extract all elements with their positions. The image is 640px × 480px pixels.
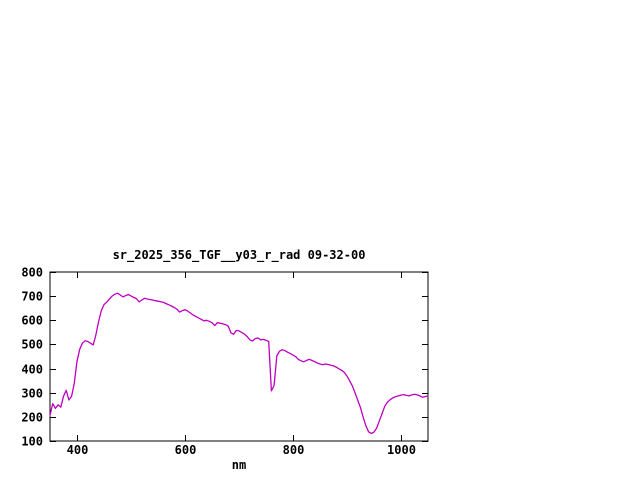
y-tick-label: 500 (21, 338, 43, 352)
x-tick-label: 600 (175, 443, 197, 457)
plot-border (49, 271, 429, 442)
x-tick-label: 1000 (387, 443, 416, 457)
y-tick-label: 800 (21, 266, 43, 280)
y-tick-label: 400 (21, 363, 43, 377)
x-tick-label: 800 (283, 443, 305, 457)
x-axis-label: nm (231, 458, 247, 472)
y-tick-label: 600 (21, 314, 43, 328)
spectrum-line (49, 292, 429, 435)
y-tick-label: 700 (21, 290, 43, 304)
y-tick-label: 100 (21, 435, 43, 449)
y-tick-label: 200 (21, 411, 43, 425)
y-tick-label: 300 (21, 387, 43, 401)
chart-title: sr_2025_356_TGF__y03_r_rad 09-32-00 (112, 248, 366, 262)
x-tick-label: 400 (67, 443, 89, 457)
